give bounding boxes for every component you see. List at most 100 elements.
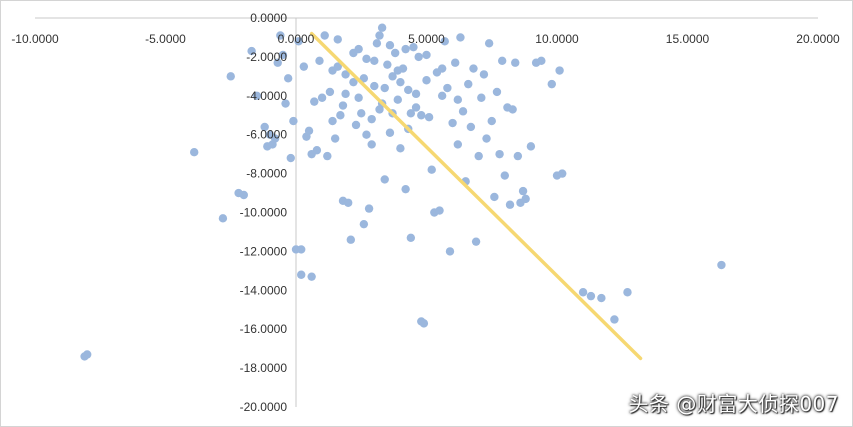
data-point <box>526 142 536 151</box>
data-point <box>610 315 619 324</box>
data-point <box>437 64 447 73</box>
data-point <box>283 74 293 83</box>
data-point <box>344 198 353 207</box>
data-point <box>547 79 556 89</box>
data-point <box>218 214 228 223</box>
data-point <box>390 48 400 58</box>
data-point <box>411 89 421 99</box>
data-point <box>364 204 374 213</box>
data-point <box>310 97 319 106</box>
data-point <box>393 95 402 104</box>
data-point <box>354 93 363 102</box>
data-point <box>289 116 298 126</box>
data-point <box>578 288 588 297</box>
data-point <box>482 134 491 143</box>
data-point <box>497 56 507 65</box>
data-point <box>307 272 316 281</box>
y-tick-label: -12.0000 <box>240 244 288 258</box>
data-point <box>315 56 324 65</box>
data-point <box>323 151 332 161</box>
data-point <box>372 39 382 48</box>
data-point <box>443 83 452 93</box>
data-point <box>479 70 489 79</box>
data-point <box>511 58 520 67</box>
data-point <box>518 186 528 196</box>
data-point <box>349 77 358 87</box>
data-point <box>299 62 309 71</box>
data-point <box>456 33 465 42</box>
data-point <box>367 114 376 124</box>
data-point <box>190 148 199 157</box>
data-point <box>422 50 431 60</box>
data-point <box>312 146 322 155</box>
data-point <box>555 66 564 75</box>
data-point <box>83 350 92 359</box>
data-point <box>451 58 460 67</box>
data-point <box>558 169 567 178</box>
data-point <box>385 128 395 137</box>
data-point <box>440 37 449 46</box>
data-point <box>239 190 248 200</box>
x-tick-label: -10.0000 <box>11 32 59 46</box>
data-point <box>252 91 262 101</box>
x-tick-label: 20.0000 <box>796 32 840 46</box>
data-point <box>477 93 486 102</box>
data-point <box>417 111 426 120</box>
data-point <box>427 165 436 174</box>
data-point <box>411 103 421 112</box>
data-point <box>270 134 280 143</box>
data-point <box>336 111 345 120</box>
data-point <box>226 72 235 81</box>
axes <box>35 17 818 407</box>
data-point <box>597 293 606 303</box>
data-point <box>406 109 416 118</box>
data-point <box>377 23 387 32</box>
data-point <box>469 64 478 73</box>
data-point <box>521 194 530 204</box>
x-tick-label: 5.0000 <box>408 32 445 46</box>
data-point <box>495 149 504 159</box>
data-point <box>500 171 509 180</box>
x-tick-label: 0.0000 <box>278 32 315 46</box>
data-point <box>380 83 389 93</box>
data-point <box>453 95 463 104</box>
y-tick-label: -6.0000 <box>246 128 287 142</box>
data-point <box>304 126 314 136</box>
data-point <box>349 48 358 58</box>
data-point <box>359 74 369 83</box>
data-point <box>424 112 434 122</box>
data-point <box>338 101 348 110</box>
watermark-text: 头条 @财富大侦探007 <box>628 392 839 416</box>
data-point <box>367 140 376 149</box>
data-point <box>320 31 329 40</box>
data-point <box>419 319 429 328</box>
x-tick-label: 10.0000 <box>535 32 579 46</box>
data-point <box>466 122 476 132</box>
y-tick-label: -8.0000 <box>246 167 287 181</box>
x-tick-label: 15.0000 <box>666 32 710 46</box>
data-point <box>278 50 288 60</box>
data-point <box>341 89 350 99</box>
data-point <box>328 116 337 126</box>
data-point <box>505 200 515 209</box>
data-point <box>474 151 483 161</box>
data-point <box>401 184 410 194</box>
data-point <box>260 122 269 132</box>
data-point <box>341 70 350 79</box>
data-point <box>401 44 410 54</box>
data-points <box>80 23 726 361</box>
data-point <box>247 46 256 56</box>
data-point <box>294 37 303 46</box>
data-point <box>453 140 463 149</box>
data-point <box>273 58 282 67</box>
y-tick-label: -14.0000 <box>240 283 288 297</box>
data-point <box>513 151 523 161</box>
data-point <box>383 60 392 69</box>
data-point <box>404 85 413 95</box>
data-point <box>393 66 402 75</box>
trendline <box>309 31 643 361</box>
data-point <box>717 260 726 270</box>
data-point <box>458 107 468 116</box>
data-point <box>346 235 356 244</box>
